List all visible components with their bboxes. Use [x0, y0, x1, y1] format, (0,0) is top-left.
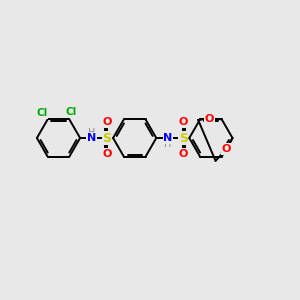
Text: S: S — [103, 131, 112, 145]
Text: O: O — [102, 148, 112, 159]
Text: N: N — [87, 133, 96, 143]
Text: O: O — [205, 114, 214, 124]
Text: S: S — [179, 131, 188, 145]
Text: Cl: Cl — [36, 108, 47, 118]
Text: H: H — [164, 139, 171, 149]
Text: H: H — [88, 128, 95, 138]
Text: O: O — [178, 117, 188, 128]
Text: Cl: Cl — [65, 107, 76, 117]
Text: O: O — [102, 117, 112, 128]
Text: O: O — [222, 144, 231, 154]
Text: N: N — [163, 133, 172, 143]
Text: O: O — [178, 148, 188, 159]
